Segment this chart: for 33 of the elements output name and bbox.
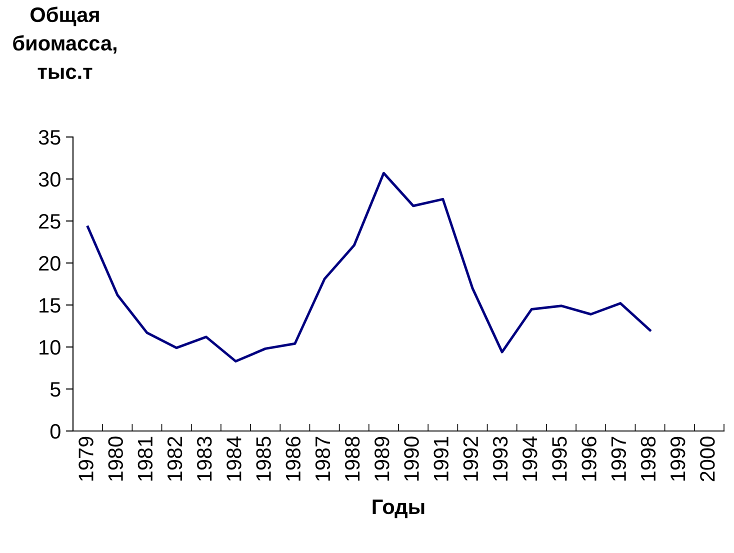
x-tick-label: 1999 [670, 436, 686, 481]
y-tick-label: 15 [40, 298, 60, 313]
x-tick-label: 1987 [315, 436, 330, 481]
y-tick-label: 20 [39, 256, 60, 271]
y-tick-label: 0 [50, 424, 60, 439]
x-tick-label: 1990 [404, 436, 419, 481]
x-tick-label: 1991 [434, 436, 448, 481]
x-tick-label: 1986 [286, 436, 301, 481]
x-tick-label: 1993 [492, 436, 508, 481]
y-tick-label: 5 [50, 382, 60, 397]
x-tick-label: 1989 [374, 436, 390, 481]
line-series [86, 172, 652, 363]
y-tick-label: 35 [38, 130, 60, 145]
y-axis-title: Общая биомасса, тыс.т [13, 6, 116, 80]
y-tick-label: 30 [38, 172, 60, 187]
x-axis-title: Годы [372, 500, 424, 518]
x-tick-label: 1997 [611, 436, 626, 481]
x-tick-label: 1998 [640, 436, 656, 481]
x-tick-label: 1983 [197, 436, 212, 481]
x-tick-label: 1985 [256, 436, 271, 481]
x-tick-label: 1988 [344, 436, 360, 481]
x-tick-label: 2000 [700, 436, 715, 482]
y-tick-label: 10 [40, 340, 60, 355]
x-tick-label: 1982 [167, 436, 182, 481]
x-tick-label: 1996 [582, 436, 596, 481]
x-tick-label: 1995 [552, 436, 567, 481]
x-tick-label: 1994 [522, 436, 538, 481]
x-tick-label: 1992 [463, 436, 478, 481]
x-tick-label: 1984 [226, 436, 242, 481]
x-tick-label: 1981 [138, 436, 153, 481]
y-tick-label: 25 [39, 214, 60, 229]
x-tick-label: 1980 [108, 436, 123, 481]
x-tick-label: 1979 [78, 436, 94, 481]
